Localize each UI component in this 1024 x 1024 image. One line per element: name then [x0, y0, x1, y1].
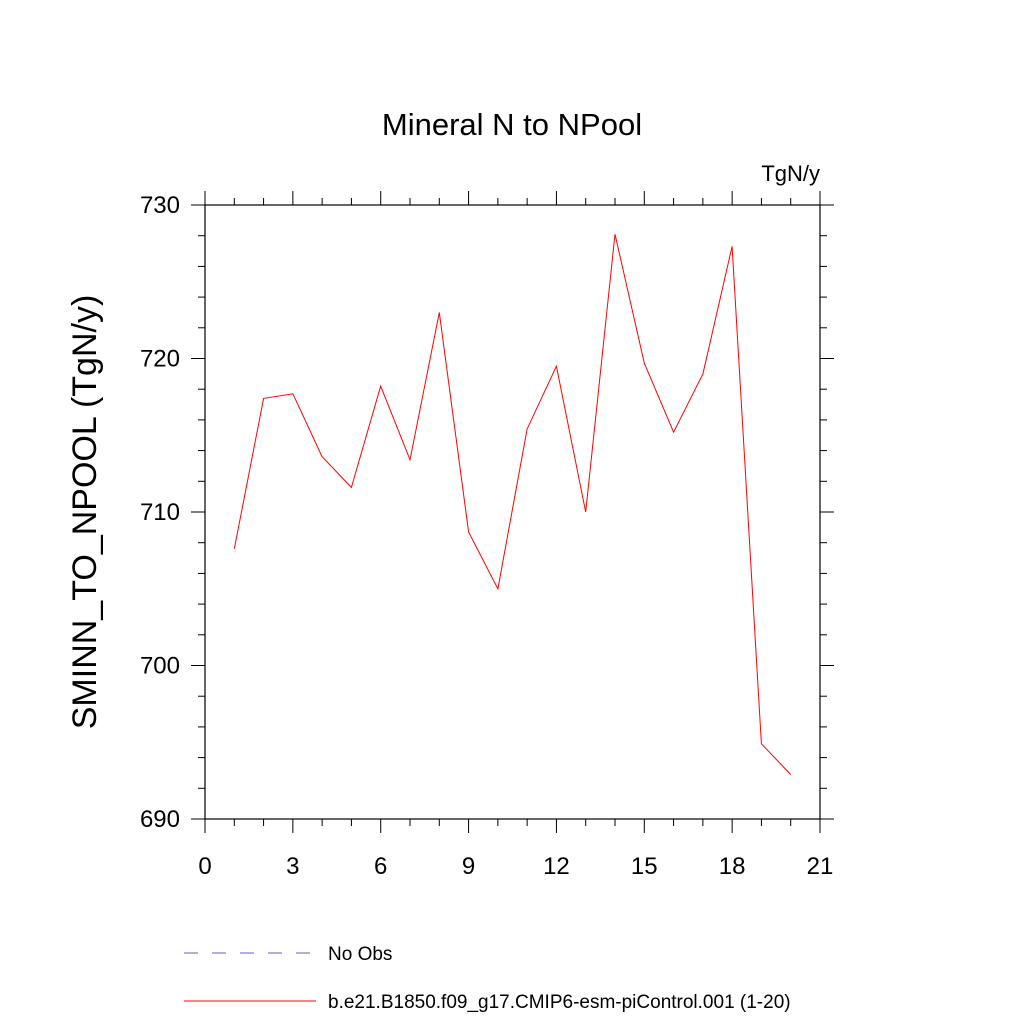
- legend-label: b.e21.B1850.f09_g17.CMIP6-esm-piControl.…: [328, 992, 791, 1013]
- legend: No Obs b.e21.B1850.f09_g17.CMIP6-esm-piCo…: [184, 944, 791, 1013]
- chart-title: Mineral N to NPool: [382, 107, 642, 142]
- x-tick-label: 9: [462, 853, 475, 880]
- x-tick-label: 21: [807, 853, 834, 880]
- y-axis-label: SMINN_TO_NPOOL (TgN/y): [66, 295, 104, 730]
- x-tick-label: 6: [374, 853, 387, 880]
- plot-frame: [204, 204, 821, 820]
- series-line: [233, 234, 792, 775]
- legend-label: No Obs: [328, 944, 392, 965]
- x-tick-label: 15: [631, 853, 658, 880]
- y-tick-label: 710: [140, 499, 180, 526]
- x-tick-label: 12: [543, 853, 570, 880]
- axis-ticks: 0 3 6 9 12 15 18 21 690 700 710 720 730: [140, 191, 834, 880]
- x-tick-label: 3: [286, 853, 299, 880]
- x-tick-label: 18: [719, 853, 746, 880]
- x-tick-label: 0: [198, 853, 211, 880]
- y-tick-label: 700: [140, 653, 180, 680]
- y-tick-label: 730: [140, 192, 180, 219]
- y-tick-label: 690: [140, 806, 180, 833]
- y-tick-label: 720: [140, 346, 180, 373]
- series-layer: [233, 234, 792, 775]
- units-label: TgN/y: [761, 161, 820, 186]
